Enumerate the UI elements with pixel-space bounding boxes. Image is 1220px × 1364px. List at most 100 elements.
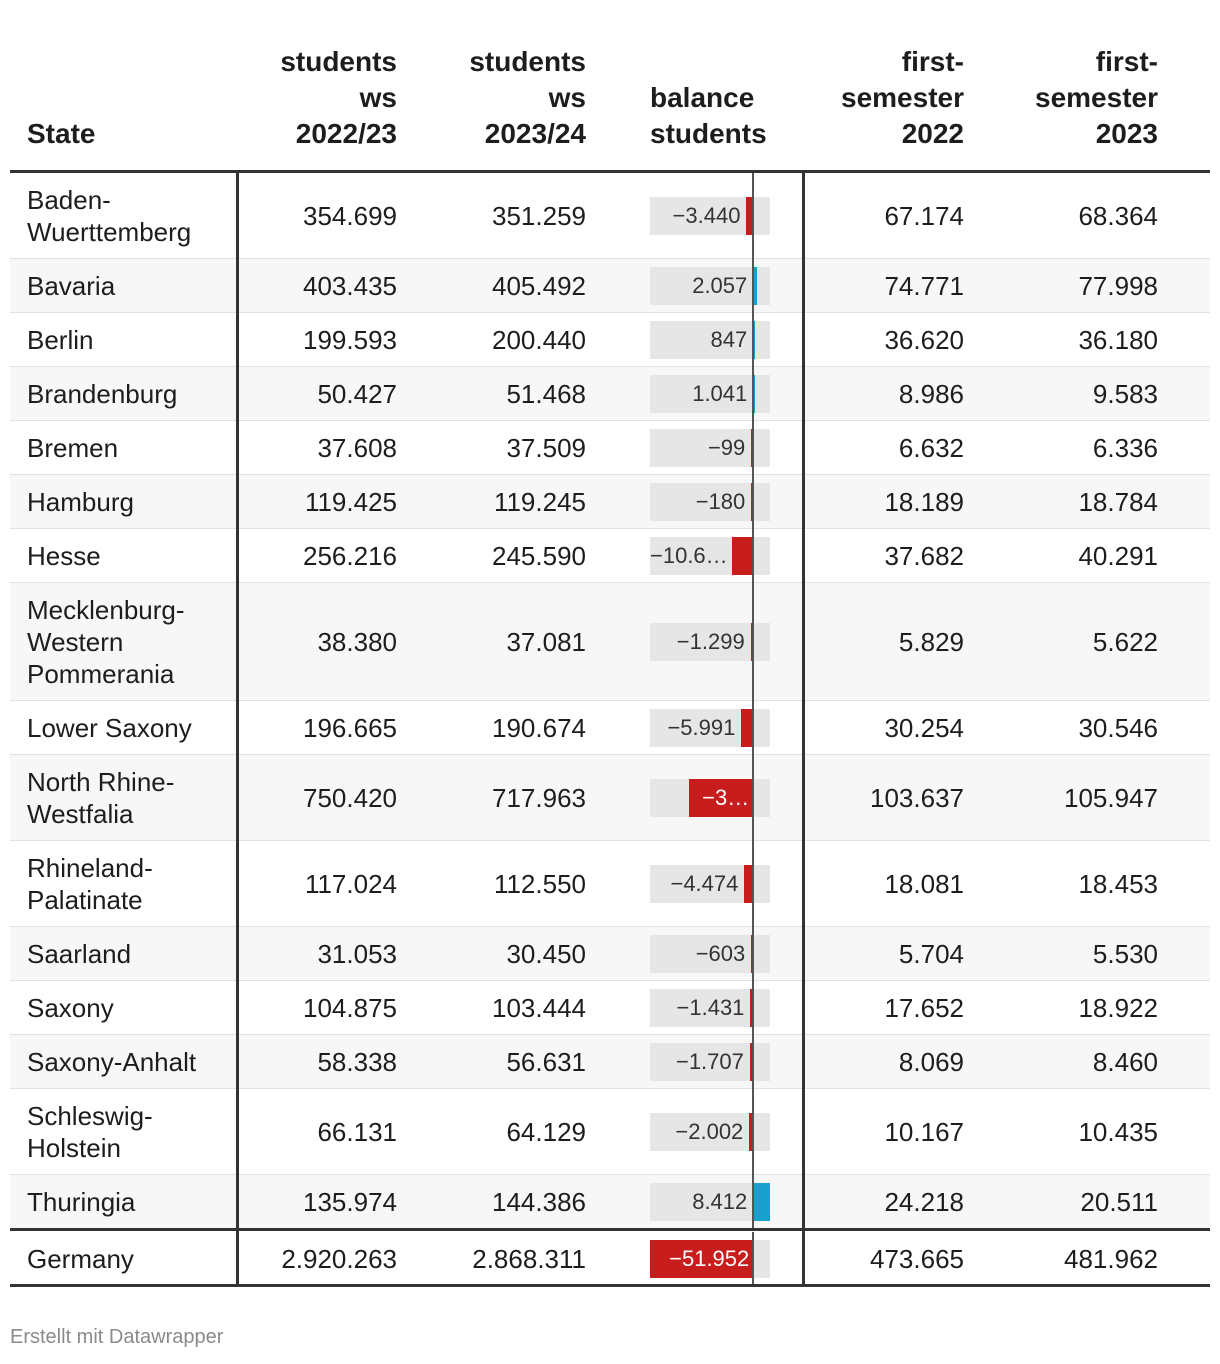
balance-cell: 847 [650,313,770,367]
table-row: Hesse 256.216 245.590 37.682 40.291 −10.6… [10,529,1210,583]
students-2023-value: 112.550 [493,868,586,899]
first-semester-2022-value: 5.704 [898,938,964,969]
total-row: Germany 2.920.263 2.868.311 473.665 481.962 −… [10,1232,1210,1285]
students-2022-value: 403.435 [303,270,397,301]
balance-bar [750,622,754,661]
zero-baseline [752,173,755,259]
balance-bar [744,864,754,903]
divider-balance [802,173,805,1287]
header-students-2022: students ws 2022/23 [280,46,397,149]
table-row: Brandenburg 50.427 51.468 8.986 9.583 1.041 [10,367,1210,421]
first-semester-2023-value: 18.784 [1078,486,1158,517]
balance-track: −3… [650,778,770,817]
first-semester-2023-value: 9.583 [1092,378,1158,409]
balance-value: −3.440 [672,202,741,228]
balance-cell: −1.299 [650,583,770,701]
students-2022-value: 135.974 [303,1186,397,1217]
students-2022-value: 50.427 [317,378,397,409]
students-2023-value: 37.509 [506,432,586,463]
state-name: Rhineland- Palatinate [27,852,153,915]
footer-credit: Erstellt mit Datawrapper [10,1326,224,1348]
state-name: Hamburg [27,486,134,517]
table-row: Lower Saxony 196.665 190.674 30.254 30.546 −5… [10,701,1210,755]
table-row: Saxony-Anhalt 58.338 56.631 8.069 8.460 −1.70… [10,1035,1210,1089]
state-name: Brandenburg [27,378,178,409]
students-2023-value: 405.492 [492,270,586,301]
students-2023-value: 144.386 [492,1186,586,1217]
students-2022-value: 37.608 [317,432,397,463]
students-2022-value: 38.380 [317,626,397,657]
balance-bar [753,320,756,359]
balance-track: −1.707 [650,1042,770,1081]
total-rule-top [10,1228,1210,1231]
balance-bar [753,374,756,413]
state-name: Hesse [27,540,101,571]
state-name: Thuringia [27,1186,136,1217]
header-first-semester-2022: first- semester 2022 [841,46,964,149]
students-2022-value: 2.920.263 [281,1243,397,1274]
balance-cell: −3.440 [650,173,770,259]
first-semester-2023-value: 481.962 [1064,1243,1158,1274]
balance-cell: −2.002 [650,1089,770,1175]
balance-track: −3.440 [650,196,770,235]
first-semester-2023-value: 40.291 [1078,540,1158,571]
state-name: Mecklenburg- Western Pommerania [27,594,185,689]
balance-track: 1.041 [650,374,770,413]
balance-value: −4.474 [670,870,739,896]
students-2023-value: 37.081 [506,626,586,657]
table-row: Bremen 37.608 37.509 6.632 6.336 −99 [10,421,1210,475]
first-semester-2023-value: 77.998 [1078,270,1158,301]
state-name: Berlin [27,324,94,355]
balance-track: 847 [650,320,770,359]
header-first-semester-2023: first- semester 2023 [1035,46,1158,149]
zero-baseline [752,841,755,927]
table-row: Bavaria 403.435 405.492 74.771 77.998 2.057 [10,259,1210,313]
table-row: Schleswig- Holstein 66.131 64.129 10.167 10.… [10,1089,1210,1175]
balance-cell: −5.991 [650,701,770,755]
first-semester-2022-value: 10.167 [884,1116,964,1147]
students-2023-value: 351.259 [492,200,586,231]
balance-value: −1.299 [676,628,745,654]
students-2022-value: 104.875 [303,992,397,1023]
students-2022-value: 256.216 [303,540,397,571]
balance-value: 2.057 [692,272,748,298]
first-semester-2022-value: 74.771 [884,270,964,301]
balance-bar [688,778,754,817]
first-semester-2022-value: 17.652 [884,992,964,1023]
balance-value: −99 [707,434,746,460]
balance-cell: −180 [650,475,770,529]
first-semester-2023-value: 8.460 [1092,1046,1158,1077]
state-name: Germany [27,1243,134,1274]
state-name: Bavaria [27,270,116,301]
balance-cell: −1.431 [650,981,770,1035]
students-2023-value: 30.450 [506,938,586,969]
first-semester-2022-value: 18.081 [884,868,964,899]
divider-state [236,173,239,1287]
zero-baseline [752,259,755,313]
table-body: Baden- Wuerttemberg 354.699 351.259 67.174 6… [10,173,1210,1285]
state-name: Baden- Wuerttemberg [27,184,192,247]
students-2022-value: 66.131 [317,1116,397,1147]
students-2023-value: 119.245 [493,486,586,517]
balance-track: −180 [650,482,770,521]
first-semester-2023-value: 18.453 [1078,868,1158,899]
state-name: Lower Saxony [27,712,192,743]
balance-value: −51.952 [669,1245,750,1271]
table-row: Baden- Wuerttemberg 354.699 351.259 67.174 6… [10,173,1210,259]
balance-track: −2.002 [650,1112,770,1151]
header-students-2023: students ws 2023/24 [469,46,586,149]
zero-baseline [752,583,755,701]
balance-cell: 8.412 [650,1175,770,1229]
students-2023-value: 103.444 [492,992,586,1023]
students-2023-value: 2.868.311 [472,1243,586,1274]
zero-baseline [752,1035,755,1089]
balance-bar [732,536,754,575]
students-2022-value: 117.024 [304,868,397,899]
students-2022-value: 119.425 [304,486,397,517]
table-header: State students ws 2022/23 students ws 20… [10,0,1210,170]
first-semester-2022-value: 8.069 [898,1046,964,1077]
first-semester-2023-value: 30.546 [1078,712,1158,743]
zero-baseline [752,755,755,841]
zero-baseline [752,1089,755,1175]
table-row: Saxony 104.875 103.444 17.652 18.922 −1.431 [10,981,1210,1035]
